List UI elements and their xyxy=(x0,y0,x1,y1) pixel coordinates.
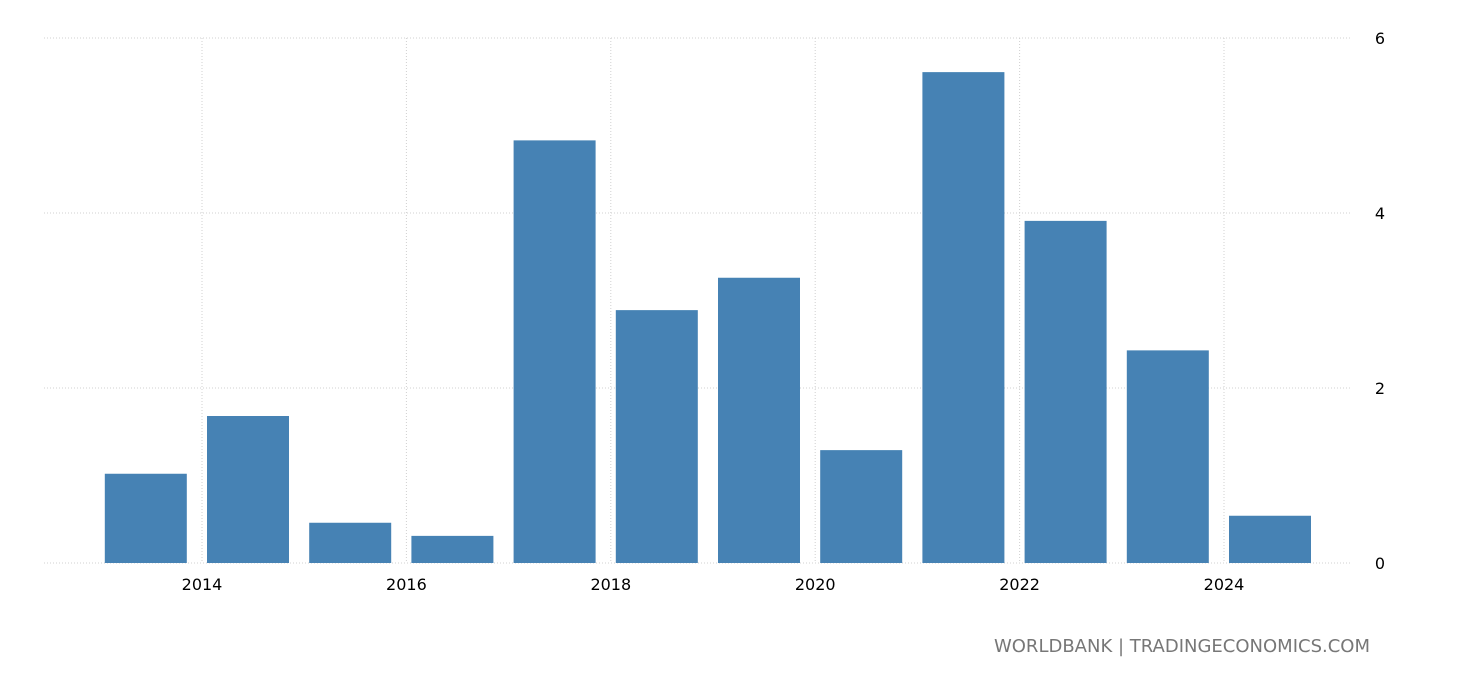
bar-2017 xyxy=(513,140,596,563)
y-tick-label: 4 xyxy=(1375,204,1385,223)
x-axis-ticks: 2014 2016 2018 2020 2022 2024 xyxy=(182,575,1245,594)
bar-2013 xyxy=(104,473,187,563)
x-tick-label: 2018 xyxy=(590,575,631,594)
x-tick-label: 2024 xyxy=(1204,575,1245,594)
bars xyxy=(104,72,1311,563)
bar-2021 xyxy=(922,72,1005,563)
bar-2019 xyxy=(718,277,800,563)
y-tick-label: 6 xyxy=(1375,29,1385,48)
bar-2023 xyxy=(1126,350,1209,563)
bar-2020 xyxy=(820,450,903,563)
source-label: WORLDBANK | TRADINGECONOMICS.COM xyxy=(994,636,1370,657)
bar-2015 xyxy=(309,522,392,563)
bar-2014 xyxy=(207,416,289,563)
bar-2022 xyxy=(1024,220,1107,563)
x-tick-label: 2014 xyxy=(182,575,223,594)
y-tick-label: 0 xyxy=(1375,554,1385,573)
bar-2024 xyxy=(1229,515,1311,563)
x-tick-label: 2022 xyxy=(999,575,1040,594)
bar-2018 xyxy=(615,310,698,563)
grid xyxy=(44,37,1350,564)
y-axis-ticks: 0 2 4 6 xyxy=(1375,29,1385,573)
x-tick-label: 2020 xyxy=(795,575,836,594)
bar-2016 xyxy=(411,535,494,563)
x-tick-label: 2016 xyxy=(386,575,427,594)
y-tick-label: 2 xyxy=(1375,379,1385,398)
